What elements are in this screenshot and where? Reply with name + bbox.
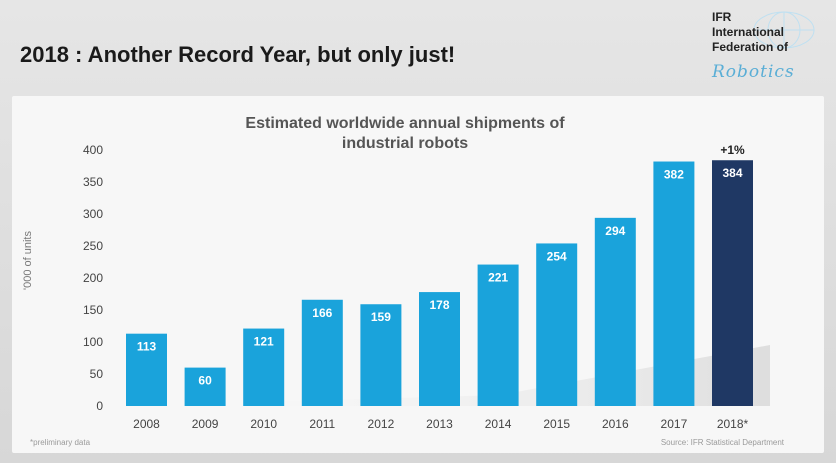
bars: 113 60 121 166 159 178 221 254 294 382 384 — [126, 160, 753, 406]
chart-title-line-2: industrial robots — [342, 135, 468, 152]
x-tick-label: 2016 — [602, 417, 629, 431]
source-note: Source: IFR Statistical Department — [660, 438, 784, 447]
growth-annotation: +1% — [720, 143, 745, 157]
y-tick-label: 350 — [83, 175, 103, 189]
chart-title-line-1: Estimated worldwide annual shipments of — [245, 115, 565, 132]
bar-2014 — [477, 264, 519, 406]
x-tick-label: 2018* — [717, 417, 749, 431]
x-tick-label: 2012 — [368, 417, 395, 431]
y-axis: 0 50 100 150 200 250 300 350 400 — [83, 143, 103, 413]
x-tick-label: 2014 — [485, 417, 512, 431]
y-tick-label: 300 — [83, 207, 103, 221]
x-tick-label: 2010 — [250, 417, 277, 431]
bar-value-label: 221 — [488, 271, 508, 285]
bar-value-label: 254 — [547, 249, 567, 263]
bar-2018 — [712, 160, 753, 406]
x-tick-label: 2015 — [543, 417, 570, 431]
slide-title: 2018 : Another Record Year, but only jus… — [20, 42, 456, 67]
bar-value-label: 382 — [664, 168, 684, 182]
x-tick-label: 2011 — [309, 417, 335, 431]
y-tick-label: 200 — [83, 271, 103, 285]
bar-2012 — [360, 304, 402, 406]
bar-2017 — [653, 161, 695, 406]
bar-2016 — [594, 217, 636, 406]
bar-value-label: 113 — [137, 340, 157, 354]
bar-2011 — [301, 299, 343, 406]
x-tick-label: 2008 — [133, 417, 160, 431]
footnote: *preliminary data — [30, 438, 91, 447]
bar-2008 — [126, 333, 167, 406]
x-tick-label: 2017 — [661, 417, 688, 431]
bar-2010 — [243, 328, 285, 406]
bar-value-label: 166 — [312, 306, 332, 320]
y-tick-label: 0 — [96, 399, 103, 413]
y-tick-label: 400 — [83, 143, 103, 157]
bar-value-label: 159 — [371, 310, 391, 324]
bar-value-label: 60 — [198, 374, 212, 388]
x-tick-label: 2009 — [192, 417, 219, 431]
bar-value-label: 178 — [429, 298, 449, 312]
bar-2013 — [419, 292, 460, 406]
x-tick-label: 2013 — [426, 417, 453, 431]
y-tick-label: 150 — [83, 303, 103, 317]
y-axis-label: '000 of units — [22, 231, 34, 290]
bar-value-label: 294 — [605, 224, 625, 238]
logo-script: Robotics — [712, 62, 795, 82]
y-tick-label: 100 — [83, 335, 103, 349]
y-tick-label: 250 — [83, 239, 103, 253]
x-axis: 2008 2009 2010 2011 2012 2013 2014 2015 2016 2017… — [133, 417, 748, 431]
y-tick-label: 50 — [90, 367, 104, 381]
bar-2009 — [184, 367, 226, 406]
bar-2015 — [536, 243, 578, 406]
globe-icon — [753, 11, 815, 49]
ifr-logo: IFR International Federation of Robotics — [712, 8, 832, 86]
bar-value-label: 121 — [254, 335, 274, 349]
logo-line-2: International — [712, 25, 785, 39]
logo-line-3: Federation of — [712, 40, 789, 54]
logo-line-1: IFR — [712, 10, 732, 24]
bar-value-label: 384 — [722, 166, 742, 180]
